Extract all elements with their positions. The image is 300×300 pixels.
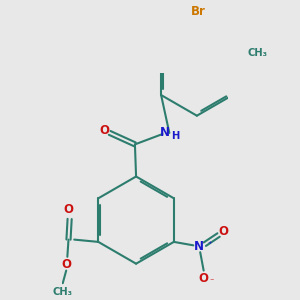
Text: ⁻: ⁻	[209, 276, 214, 285]
Text: N: N	[160, 126, 170, 140]
Text: O: O	[61, 258, 71, 271]
Text: O: O	[199, 272, 209, 285]
Text: ⁺: ⁺	[207, 240, 212, 249]
Text: CH₃: CH₃	[248, 48, 268, 58]
Text: O: O	[100, 124, 110, 136]
Text: H: H	[171, 131, 179, 141]
Text: O: O	[64, 203, 74, 216]
Text: O: O	[218, 225, 228, 238]
Text: CH₃: CH₃	[53, 287, 73, 297]
Text: N: N	[194, 240, 204, 253]
Text: Br: Br	[190, 5, 206, 18]
